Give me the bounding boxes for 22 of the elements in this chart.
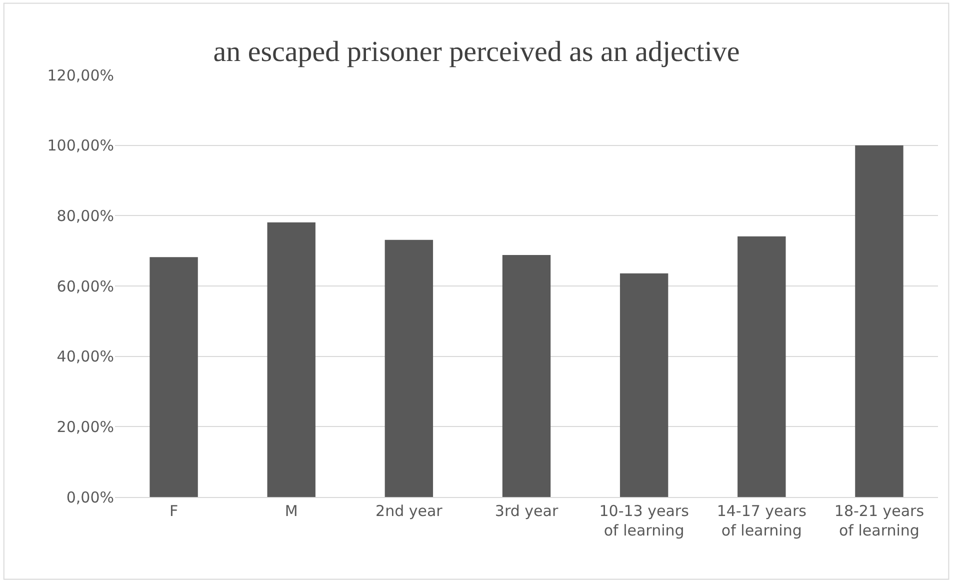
y-tick-label: 100,00% <box>47 136 114 155</box>
bar <box>384 240 434 497</box>
x-tick-label: 10-13 years of learning <box>599 502 690 540</box>
x-tick-label: M <box>284 502 298 520</box>
bar <box>150 257 198 497</box>
bar <box>855 145 904 497</box>
y-tick-label: 80,00% <box>56 206 114 225</box>
y-tick-label: 60,00% <box>56 277 114 296</box>
bar <box>502 255 551 497</box>
bar <box>267 222 316 497</box>
bar <box>620 273 668 497</box>
y-tick-label: 40,00% <box>56 348 114 366</box>
x-tick-label: 18-21 years of learning <box>834 502 924 540</box>
y-tick-label: 20,00% <box>56 418 114 436</box>
y-tick-label: 0,00% <box>66 488 114 506</box>
bar <box>738 236 786 497</box>
x-tick-label: 14-17 years of learning <box>716 502 807 540</box>
x-tick-label: 2nd year <box>376 502 444 520</box>
y-tick-label: 120,00% <box>47 66 114 84</box>
chart-title: an escaped prisoner perceived as an adjective <box>213 36 740 68</box>
x-tick-label: 3rd year <box>494 502 559 520</box>
x-tick-label: F <box>169 502 178 520</box>
